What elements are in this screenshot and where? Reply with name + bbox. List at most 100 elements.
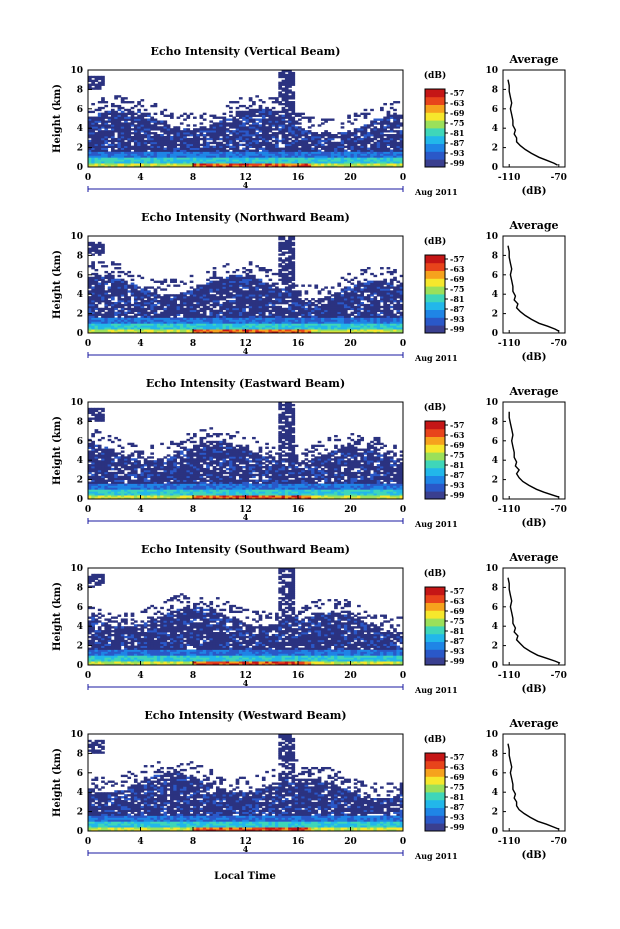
heatmap-cell <box>91 151 95 154</box>
heatmap-cell <box>229 323 233 326</box>
heatmap-cell <box>163 108 168 112</box>
heatmap-cell <box>281 89 286 92</box>
heatmap-cell <box>353 159 358 162</box>
heatmap-cell <box>284 108 289 112</box>
heatmap-cell <box>94 305 99 309</box>
heatmap-cell <box>202 313 207 316</box>
heatmap-cell <box>124 280 128 283</box>
heatmap-cell <box>120 139 125 143</box>
heatmap-cell <box>101 155 105 158</box>
heatmap-cell <box>206 307 210 311</box>
heatmap-cell <box>291 79 296 83</box>
heatmap-cell <box>383 159 387 162</box>
heatmap-cell <box>363 151 368 154</box>
heatmap-cell <box>202 155 207 158</box>
heatmap-cell <box>137 155 141 158</box>
heatmap-cell <box>248 135 253 139</box>
heatmap-cell <box>88 331 92 334</box>
heatmap-cell <box>360 147 365 150</box>
heatmap-cell <box>383 102 387 106</box>
heatmap-cell <box>360 126 365 129</box>
heatmap-cell <box>107 286 112 289</box>
heatmap-cell <box>278 87 282 90</box>
heatmap-cell <box>199 143 204 147</box>
heatmap-cell <box>153 137 158 141</box>
heatmap-cell <box>281 251 286 254</box>
heatmap-cell <box>209 157 214 160</box>
heatmap-cell <box>147 130 151 133</box>
heatmap-cell <box>88 280 92 283</box>
heatmap-cell <box>107 165 112 168</box>
heatmap-cell <box>370 108 374 112</box>
heatmap-cell <box>222 155 227 158</box>
heatmap-cell <box>278 114 282 117</box>
heatmap-cell <box>153 292 158 295</box>
heatmap-cell <box>386 267 391 270</box>
heatmap-cell <box>202 300 207 303</box>
heatmap-cell <box>252 110 256 114</box>
heatmap-cell <box>235 132 240 135</box>
heatmap-cell <box>166 309 171 313</box>
heatmap-cell <box>147 134 151 137</box>
heatmap-cell <box>196 155 200 158</box>
heatmap-cell <box>386 134 391 137</box>
heatmap-cell <box>94 139 99 143</box>
heatmap-cell <box>179 114 184 117</box>
heatmap-cell <box>275 134 279 137</box>
heatmap-cell <box>101 292 105 295</box>
heatmap-cell <box>248 159 253 162</box>
heatmap-cell <box>380 130 384 133</box>
heatmap-cell <box>307 159 312 162</box>
heatmap-cell <box>294 141 299 145</box>
heatmap-cell <box>170 161 174 164</box>
heatmap-cell <box>183 155 187 158</box>
heatmap-cell <box>265 122 269 125</box>
heatmap-cell <box>130 327 135 330</box>
heatmap-cell <box>160 319 164 322</box>
heatmap-cell <box>120 305 125 309</box>
heatmap-cell <box>133 145 138 148</box>
heatmap-cell <box>340 139 345 143</box>
heatmap-cell <box>222 151 227 154</box>
heatmap-cell <box>265 282 269 285</box>
heatmap-cell <box>173 157 177 160</box>
heatmap-cell <box>245 311 250 314</box>
heatmap-cell <box>255 323 260 326</box>
heatmap-cell <box>107 290 112 293</box>
heatmap-cell <box>209 147 214 150</box>
heatmap-cell <box>143 163 148 166</box>
heatmap-cell <box>179 321 184 324</box>
heatmap-cell <box>343 137 348 141</box>
heatmap-cell <box>370 137 374 141</box>
heatmap-cell <box>232 124 237 127</box>
avg-x-tick-label: -70 <box>551 173 567 183</box>
heatmap-cell <box>215 122 220 125</box>
heatmap-cell <box>209 137 214 141</box>
heatmap-cell <box>114 159 118 162</box>
heatmap-cell <box>212 313 217 316</box>
heatmap-cell <box>124 135 128 139</box>
heatmap-cell <box>268 126 273 129</box>
heatmap-cell <box>255 319 260 322</box>
heatmap-cell <box>91 135 95 139</box>
heatmap-cell <box>268 110 273 114</box>
heatmap-cell <box>281 71 286 75</box>
heatmap-cell <box>353 149 358 152</box>
heatmap-cell <box>133 155 138 158</box>
heatmap-cell <box>206 155 210 158</box>
heatmap-cell <box>258 267 263 270</box>
heatmap-cell <box>225 327 230 330</box>
heatmap-cell <box>196 137 200 141</box>
heatmap-cell <box>294 290 299 293</box>
heatmap-cell <box>97 165 102 168</box>
heatmap-cell <box>133 118 138 121</box>
heatmap-cell <box>173 325 177 328</box>
heatmap-cell <box>88 153 92 156</box>
heatmap-cell <box>206 305 210 309</box>
heatmap-cell <box>104 104 109 108</box>
heatmap-cell <box>163 132 168 135</box>
heatmap-cell <box>376 141 381 145</box>
heatmap-cell <box>347 292 351 295</box>
heatmap-cell <box>229 124 233 127</box>
heatmap-cell <box>186 301 191 305</box>
